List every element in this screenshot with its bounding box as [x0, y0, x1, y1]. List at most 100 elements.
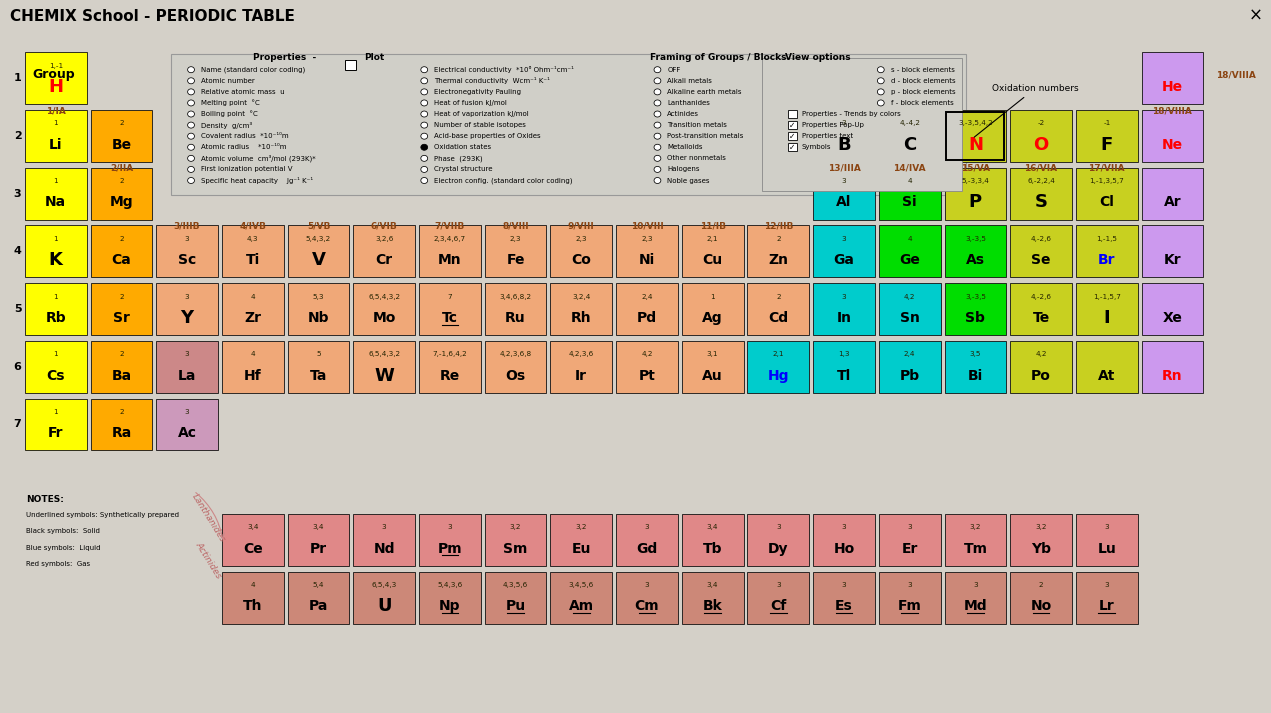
Text: Framing of Groups / Blocks: Framing of Groups / Blocks: [651, 53, 787, 62]
Text: 3: 3: [184, 409, 189, 415]
Text: Cs: Cs: [47, 369, 65, 383]
Circle shape: [421, 100, 427, 106]
Bar: [156, 341, 219, 393]
Circle shape: [421, 133, 427, 139]
Text: ✓: ✓: [789, 143, 796, 152]
Text: Nd: Nd: [374, 542, 395, 555]
Circle shape: [421, 67, 427, 73]
Bar: [1010, 341, 1071, 393]
Bar: [878, 514, 941, 566]
Text: Th: Th: [243, 600, 263, 613]
Circle shape: [421, 122, 427, 128]
Text: Alkali metals: Alkali metals: [667, 78, 712, 84]
Text: Tb: Tb: [703, 542, 722, 555]
Text: Atomic number: Atomic number: [201, 78, 254, 84]
Bar: [747, 225, 810, 277]
Text: 13/IIIA: 13/IIIA: [827, 164, 860, 173]
Text: 2,1: 2,1: [773, 352, 784, 357]
Text: 4: 4: [250, 352, 255, 357]
Bar: [616, 225, 677, 277]
Bar: [944, 514, 1007, 566]
Bar: [681, 283, 744, 335]
Bar: [222, 283, 283, 335]
Bar: [681, 572, 744, 624]
Bar: [484, 283, 547, 335]
Text: Ac: Ac: [178, 426, 197, 441]
Bar: [944, 110, 1007, 162]
Text: 3: 3: [841, 120, 846, 126]
Text: 3,-3,5: 3,-3,5: [965, 294, 986, 299]
Bar: [156, 225, 219, 277]
Bar: [419, 225, 480, 277]
Text: 5: 5: [316, 352, 320, 357]
Bar: [1010, 572, 1071, 624]
Text: I: I: [1103, 309, 1110, 327]
Circle shape: [188, 67, 194, 73]
Bar: [1010, 225, 1071, 277]
Text: In: In: [836, 311, 852, 325]
Text: 18/VIIIA: 18/VIIIA: [1153, 106, 1192, 115]
Text: 5,-3,3,4: 5,-3,3,4: [961, 178, 989, 184]
Circle shape: [877, 89, 885, 95]
Text: 3: 3: [841, 582, 846, 588]
Text: Rh: Rh: [571, 311, 591, 325]
Text: Be: Be: [112, 138, 131, 152]
Bar: [616, 283, 677, 335]
Circle shape: [421, 166, 427, 173]
Text: Sb: Sb: [966, 311, 985, 325]
Text: Y: Y: [180, 309, 193, 327]
Text: 2,3: 2,3: [510, 236, 521, 242]
Text: ✓: ✓: [789, 132, 796, 140]
Text: F: F: [1101, 135, 1113, 154]
Text: 2,4: 2,4: [641, 294, 653, 299]
Text: Specific heat capacity    Jg⁻¹ K⁻¹: Specific heat capacity Jg⁻¹ K⁻¹: [201, 177, 313, 184]
Bar: [878, 168, 941, 220]
Bar: [25, 110, 86, 162]
Bar: [1075, 110, 1138, 162]
Circle shape: [655, 122, 661, 128]
Bar: [550, 514, 613, 566]
Text: 4,3,5,6: 4,3,5,6: [503, 582, 529, 588]
Text: 3,4,6,8,2: 3,4,6,8,2: [500, 294, 531, 299]
Text: Re: Re: [440, 369, 460, 383]
Text: 1,-1,5,7: 1,-1,5,7: [1093, 294, 1121, 299]
Text: Relative atomic mass  u: Relative atomic mass u: [201, 89, 285, 95]
Text: Sm: Sm: [503, 542, 527, 555]
Bar: [616, 341, 677, 393]
Text: Yb: Yb: [1031, 542, 1051, 555]
Text: Pd: Pd: [637, 311, 657, 325]
Text: Bk: Bk: [703, 600, 722, 613]
Text: Nb: Nb: [308, 311, 329, 325]
Text: 5,3: 5,3: [313, 294, 324, 299]
Bar: [1141, 341, 1204, 393]
Text: 7: 7: [14, 419, 22, 429]
Text: 3,5: 3,5: [970, 352, 981, 357]
Text: Electron config. (standard color coding): Electron config. (standard color coding): [435, 178, 573, 184]
Circle shape: [655, 89, 661, 95]
Text: Cd: Cd: [768, 311, 788, 325]
Bar: [1010, 110, 1071, 162]
Text: 7,-1,6,4,2: 7,-1,6,4,2: [432, 352, 468, 357]
Text: 6: 6: [14, 361, 22, 371]
Bar: [1010, 283, 1071, 335]
Text: Er: Er: [901, 542, 918, 555]
Text: Es: Es: [835, 600, 853, 613]
Text: 7/VIIB: 7/VIIB: [435, 222, 465, 230]
Text: 3: 3: [447, 525, 452, 530]
Text: 2,3: 2,3: [641, 236, 653, 242]
Bar: [1075, 283, 1138, 335]
Text: Black symbols:  Solid: Black symbols: Solid: [27, 528, 100, 534]
Text: 1,3: 1,3: [839, 352, 850, 357]
Bar: [353, 225, 416, 277]
Text: 3: 3: [644, 525, 649, 530]
Text: La: La: [178, 369, 196, 383]
Text: Tl: Tl: [836, 369, 852, 383]
Bar: [90, 168, 153, 220]
Text: Transition metals: Transition metals: [667, 122, 727, 128]
Bar: [681, 225, 744, 277]
Text: Properties text: Properties text: [802, 133, 853, 139]
Text: 3,2,4: 3,2,4: [572, 294, 591, 299]
Bar: [1010, 514, 1071, 566]
Bar: [681, 341, 744, 393]
Text: Heat of vaporization kJ/mol: Heat of vaporization kJ/mol: [435, 111, 529, 117]
